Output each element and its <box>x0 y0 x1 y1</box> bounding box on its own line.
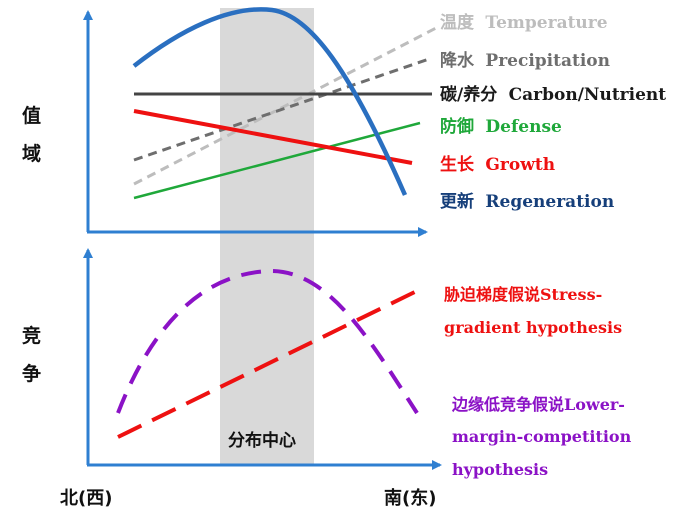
regeneration-curve <box>132 7 408 196</box>
stress-gradient-line <box>117 285 426 439</box>
legend-growth: 生长 Growth <box>440 154 555 175</box>
precipitation-line <box>133 56 433 162</box>
legend-defense-en: Defense <box>485 117 562 137</box>
lower-margin-competition-curve <box>116 268 419 415</box>
top-legend: 温度 Temperature 降水 Precipitation 碳/养分 Car… <box>440 12 666 212</box>
legend-temperature-en: Temperature <box>485 13 607 33</box>
legend-carbon-nutrient: 碳/养分 Carbon/Nutrient <box>440 84 666 105</box>
legend-carbon-nutrient-cn: 碳/养分 <box>440 84 497 105</box>
lower-margin-label-line-2: margin-competition <box>452 427 632 446</box>
growth-line <box>133 109 413 165</box>
legend-temperature-cn: 温度 <box>440 12 475 33</box>
legend-precipitation-en: Precipitation <box>485 51 610 71</box>
legend-regeneration-en: Regeneration <box>485 192 614 212</box>
legend-defense: 防御 Defense <box>440 116 562 137</box>
temperature-line <box>133 24 441 186</box>
distribution-center-band <box>220 8 314 466</box>
stress-gradient-label-line-2: gradient hypothesis <box>444 318 622 337</box>
legend-defense-cn: 防御 <box>440 116 474 137</box>
legend-temperature: 温度 Temperature <box>440 12 608 33</box>
defense-line <box>133 121 421 200</box>
center-band-label: 分布中心 <box>228 430 296 451</box>
lower-margin-label-line-1: 边缘低竞争假说Lower- <box>451 395 625 414</box>
bottom-legend: 胁迫梯度假说Stress- gradient hypothesis 边缘低竞争假… <box>444 285 632 479</box>
legend-carbon-nutrient-en: Carbon/Nutrient <box>509 85 667 105</box>
legend-growth-en: Growth <box>485 155 555 175</box>
stress-gradient-label-line-1: 胁迫梯度假说Stress- <box>444 285 602 304</box>
legend-growth-cn: 生长 <box>440 154 475 175</box>
x-right-label: 南(东) <box>384 487 436 509</box>
top-y-label-char-2: 域 <box>22 142 41 165</box>
legend-precipitation-cn: 降水 <box>440 50 475 71</box>
lower-margin-label-line-3: hypothesis <box>452 460 548 479</box>
legend-precipitation: 降水 Precipitation <box>440 50 610 71</box>
legend-regeneration: 更新 Regeneration <box>440 191 614 212</box>
legend-regeneration-cn: 更新 <box>440 191 474 212</box>
top-y-label-char-1: 值 <box>22 104 41 127</box>
x-left-label: 北(西) <box>60 488 112 509</box>
bottom-y-label-char-1: 竞 <box>22 324 41 347</box>
bottom-y-label-char-2: 争 <box>22 362 41 385</box>
